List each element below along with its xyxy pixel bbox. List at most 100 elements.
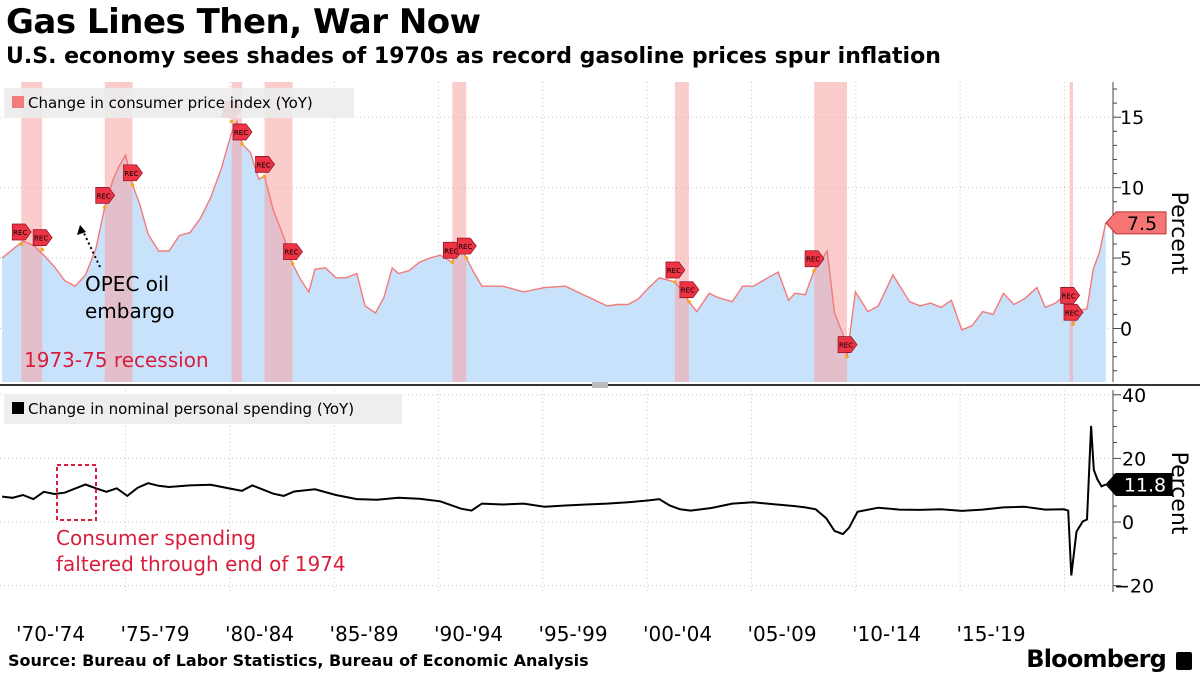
cpi-area [2, 121, 1106, 383]
rec-marker: REC [679, 281, 700, 299]
bloomberg-logo: Bloomberg [1026, 645, 1167, 673]
x-tick-label: '95-'99 [539, 622, 608, 646]
rec-marker-shape [232, 123, 253, 141]
spending-last-value-label: 11.8 [1124, 474, 1166, 496]
rec-marker-dot [19, 242, 24, 246]
rec-marker-dot [673, 280, 677, 284]
rec-marker-label: REC [839, 342, 853, 350]
rec-marker-label: REC [681, 287, 695, 295]
rec-marker: REC [837, 336, 858, 353]
rec-marker: REC [1063, 303, 1084, 321]
rec-marker: REC [232, 123, 253, 141]
rec-marker-dot [229, 119, 234, 124]
rec-marker-shape [665, 261, 686, 279]
rec-marker-label: REC [284, 249, 298, 257]
rec-marker-label: REC [806, 256, 820, 264]
x-tick-label: '00-'04 [643, 622, 712, 646]
spending-legend-label: Change in nominal personal spending (YoY… [28, 400, 354, 418]
spending-annotation-line1: Consumer spending [56, 526, 256, 550]
opec-annotation-pointer [81, 228, 101, 268]
rec-marker-dot [240, 142, 244, 146]
spending-legend-swatch [12, 402, 24, 414]
rec-marker-dot [464, 256, 469, 260]
rec-marker: REC [804, 250, 825, 268]
top-y-tick-label: 15 [1120, 107, 1144, 129]
rec-marker: REC [456, 237, 477, 255]
spending-line [1, 425, 1107, 576]
top-y-tick-label: 0 [1120, 318, 1132, 340]
recession-band [104, 82, 133, 382]
spending-last-value-box [1105, 472, 1173, 496]
opec-annotation-line1: OPEC oil [85, 272, 169, 296]
rec-marker-shape [837, 336, 858, 353]
rec-marker: REC [1060, 287, 1081, 304]
rec-marker: REC [95, 187, 116, 204]
bottom-y-tick-label: 40 [1122, 385, 1146, 407]
x-tick-label: '15-'19 [957, 622, 1026, 646]
rec-marker-dot [687, 299, 691, 304]
rec-marker-shape [679, 281, 700, 299]
rec-marker-shape [95, 187, 116, 204]
rec-marker-label: REC [124, 170, 138, 178]
spending-annotation-line2: faltered through end of 1974 [56, 552, 346, 576]
opec-annotation-arrowhead [77, 225, 86, 235]
rec-marker-label: REC [256, 161, 270, 169]
recession-band [264, 82, 293, 382]
rec-marker: REC [665, 261, 686, 279]
rec-marker: REC [123, 164, 143, 182]
x-tick-label: '80-'84 [225, 622, 294, 646]
rec-marker-dot [812, 268, 816, 273]
rec-marker-label: REC [13, 229, 27, 237]
rec-marker-dot [845, 354, 849, 359]
bottom-y-tick-label: 0 [1122, 512, 1134, 534]
top-y-tick-label: 5 [1120, 248, 1132, 270]
x-tick-label: '05-'09 [748, 622, 817, 646]
rec-marker-shape [456, 237, 477, 255]
rec-marker-shape [283, 243, 303, 261]
recession-annotation: 1973-75 recession [24, 348, 209, 372]
source-note: Source: Bureau of Labor Statistics, Bure… [8, 651, 589, 670]
rec-marker-dot [290, 261, 295, 266]
recession-band [231, 82, 243, 382]
x-tick-label: '85-'89 [330, 622, 399, 646]
bottom-y-tick-label: 20 [1122, 448, 1146, 470]
recession-band [674, 82, 689, 382]
recession-band [1069, 82, 1073, 382]
x-tick-label: '70-'74 [16, 622, 85, 646]
cpi-line [1, 119, 1107, 357]
rec-marker-shape [1060, 287, 1081, 304]
cpi-legend-swatch [12, 96, 24, 108]
rec-marker-label: REC [667, 267, 681, 275]
rec-marker-label: REC [97, 192, 111, 200]
rec-marker-label: REC [234, 129, 248, 137]
x-tick-label: '75-'79 [121, 622, 190, 646]
bottom-y-tick-label: −20 [1114, 576, 1154, 598]
panel-divider-handle [592, 382, 608, 388]
rec-marker: REC [32, 229, 53, 246]
rec-marker-label: REC [1065, 309, 1079, 317]
cpi-last-value-label: 7.5 [1127, 213, 1157, 235]
chart-subtitle: U.S. economy sees shades of 1970s as rec… [6, 44, 941, 69]
rec-marker-dot [1071, 322, 1075, 327]
rec-marker-shape [123, 164, 143, 182]
rec-marker-shape [11, 223, 32, 241]
rec-marker-label: REC [1062, 292, 1076, 300]
cpi-legend-label: Change in consumer price index (YoY) [28, 94, 313, 112]
recession-band [21, 82, 43, 382]
recession-band [452, 82, 467, 382]
rec-marker-dot [102, 205, 107, 210]
rec-marker-label: REC [458, 243, 472, 251]
rec-marker-shape [32, 229, 53, 246]
rec-marker: REC [255, 156, 275, 173]
rec-marker-label: REC [444, 247, 458, 255]
cpi-last-value-box [1105, 211, 1167, 235]
spending-legend-bg [4, 394, 402, 424]
rec-marker-dot [450, 260, 455, 265]
rec-marker: REC [11, 223, 32, 241]
top-y-tick-label: 10 [1120, 178, 1144, 200]
spending-highlight-box [56, 464, 97, 521]
x-tick-label: '90-'94 [434, 622, 503, 646]
rec-marker-label: REC [34, 235, 48, 243]
opec-annotation-line2: embargo [85, 299, 175, 323]
